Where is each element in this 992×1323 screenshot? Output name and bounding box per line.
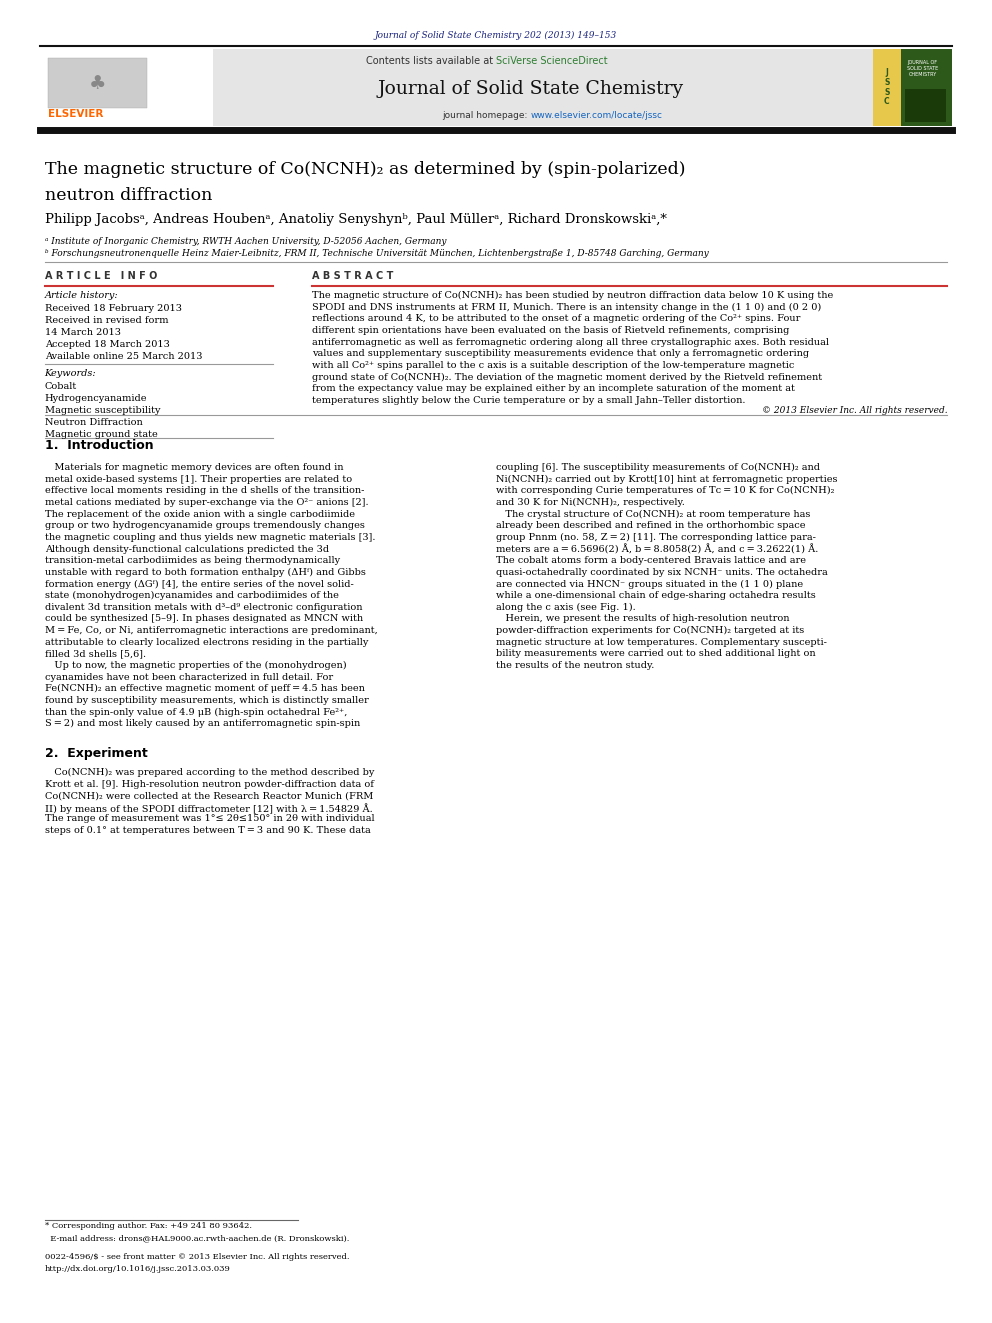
Text: * Corresponding author. Fax: +49 241 80 93642.: * Corresponding author. Fax: +49 241 80 … — [45, 1222, 252, 1230]
Text: metal oxide-based systems [1]. Their properties are related to: metal oxide-based systems [1]. Their pro… — [45, 475, 352, 484]
Text: with all Co²⁺ spins parallel to the c axis is a suitable description of the low-: with all Co²⁺ spins parallel to the c ax… — [312, 361, 795, 370]
Text: Contents lists available at: Contents lists available at — [366, 56, 496, 66]
Text: transition-metal carbodiimides as being thermodynamically: transition-metal carbodiimides as being … — [45, 556, 340, 565]
Bar — [40, 49, 952, 126]
Text: ELSEVIER: ELSEVIER — [48, 108, 103, 119]
Text: along the c axis (see Fig. 1).: along the c axis (see Fig. 1). — [496, 603, 636, 611]
Text: Philipp Jacobsᵃ, Andreas Houbenᵃ, Anatoliy Senyshynᵇ, Paul Müllerᵃ, Richard Dron: Philipp Jacobsᵃ, Andreas Houbenᵃ, Anatol… — [45, 213, 667, 226]
Text: ♣: ♣ — [88, 74, 106, 93]
Text: formation energy (ΔGᶠ) [4], the entire series of the novel solid-: formation energy (ΔGᶠ) [4], the entire s… — [45, 579, 353, 589]
Text: 1.  Introduction: 1. Introduction — [45, 439, 154, 452]
Text: meters are a = 6.5696(2) Å, b = 8.8058(2) Å, and c = 3.2622(1) Å.: meters are a = 6.5696(2) Å, b = 8.8058(2… — [496, 545, 818, 554]
Text: II) by means of the SPODI diffractometer [12] with λ = 1.54829 Å.: II) by means of the SPODI diffractometer… — [45, 803, 372, 814]
Text: Keywords:: Keywords: — [45, 369, 96, 378]
Text: group or two hydrogencyanamide groups tremendously changes: group or two hydrogencyanamide groups tr… — [45, 521, 364, 531]
Text: different spin orientations have been evaluated on the basis of Rietveld refinem: different spin orientations have been ev… — [312, 325, 790, 335]
Bar — [905, 89, 946, 122]
Text: The crystal structure of Co(NCNH)₂ at room temperature has: The crystal structure of Co(NCNH)₂ at ro… — [496, 509, 810, 519]
Text: Journal of Solid State Chemistry: Journal of Solid State Chemistry — [378, 79, 683, 98]
Text: Although density-functional calculations predicted the 3d: Although density-functional calculations… — [45, 545, 328, 553]
Bar — [873, 49, 901, 126]
Text: Co(NCNH)₂ was prepared according to the method described by: Co(NCNH)₂ was prepared according to the … — [45, 767, 374, 777]
Text: could be synthesized [5–9]. In phases designated as MNCN with: could be synthesized [5–9]. In phases de… — [45, 614, 363, 623]
Text: effective local moments residing in the d shells of the transition-: effective local moments residing in the … — [45, 487, 364, 495]
Text: 0022-4596/$ - see front matter © 2013 Elsevier Inc. All rights reserved.: 0022-4596/$ - see front matter © 2013 El… — [45, 1253, 349, 1261]
Text: JOURNAL OF
SOLID STATE
CHEMISTRY: JOURNAL OF SOLID STATE CHEMISTRY — [907, 61, 938, 77]
Text: SciVerse ScienceDirect: SciVerse ScienceDirect — [496, 56, 608, 66]
Text: are connected via HNCN⁻ groups situated in the (1 1 0) plane: are connected via HNCN⁻ groups situated … — [496, 579, 804, 589]
Bar — [873, 49, 952, 126]
Text: reflections around 4 K, to be attributed to the onset of a magnetic ordering of : reflections around 4 K, to be attributed… — [312, 315, 801, 323]
Text: cyanamides have not been characterized in full detail. For: cyanamides have not been characterized i… — [45, 672, 332, 681]
Text: E-mail address: drons@HAL9000.ac.rwth-aachen.de (R. Dronskowski).: E-mail address: drons@HAL9000.ac.rwth-aa… — [45, 1234, 349, 1242]
Text: magnetic structure at low temperatures. Complementary suscepti-: magnetic structure at low temperatures. … — [496, 638, 827, 647]
Text: http://dx.doi.org/10.1016/j.jssc.2013.03.039: http://dx.doi.org/10.1016/j.jssc.2013.03… — [45, 1265, 230, 1273]
Text: journal homepage:: journal homepage: — [442, 111, 531, 119]
Text: Magnetic susceptibility: Magnetic susceptibility — [45, 406, 160, 415]
Text: already been described and refined in the orthorhombic space: already been described and refined in th… — [496, 521, 806, 531]
Text: SPODI and DNS instruments at FRM II, Munich. There is an intensity change in the: SPODI and DNS instruments at FRM II, Mun… — [312, 303, 821, 312]
Text: Ni(NCNH)₂ carried out by Krott[10] hint at ferromagnetic properties: Ni(NCNH)₂ carried out by Krott[10] hint … — [496, 475, 837, 484]
Text: A R T I C L E   I N F O: A R T I C L E I N F O — [45, 271, 157, 282]
Text: neutron diffraction: neutron diffraction — [45, 187, 212, 204]
Text: coupling [6]. The susceptibility measurements of Co(NCNH)₂ and: coupling [6]. The susceptibility measure… — [496, 463, 820, 472]
Text: A B S T R A C T: A B S T R A C T — [312, 271, 394, 282]
Text: 2.  Experiment: 2. Experiment — [45, 746, 148, 759]
Text: than the spin-only value of 4.9 μB (high-spin octahedral Fe²⁺,: than the spin-only value of 4.9 μB (high… — [45, 708, 347, 717]
Text: www.elsevier.com/locate/jssc: www.elsevier.com/locate/jssc — [531, 111, 663, 119]
Text: the magnetic coupling and thus yields new magnetic materials [3].: the magnetic coupling and thus yields ne… — [45, 533, 375, 542]
Text: the results of the neutron study.: the results of the neutron study. — [496, 662, 655, 669]
Text: from the expectancy value may be explained either by an incomplete saturation of: from the expectancy value may be explain… — [312, 384, 796, 393]
Text: Up to now, the magnetic properties of the (monohydrogen): Up to now, the magnetic properties of th… — [45, 662, 346, 669]
Text: powder-diffraction experiments for Co(NCNH)₂ targeted at its: powder-diffraction experiments for Co(NC… — [496, 626, 805, 635]
Text: Article history:: Article history: — [45, 291, 118, 300]
Text: 14 March 2013: 14 March 2013 — [45, 328, 121, 337]
Text: metal cations mediated by super-exchange via the O²⁻ anions [2].: metal cations mediated by super-exchange… — [45, 497, 368, 507]
Text: M = Fe, Co, or Ni, antiferromagnetic interactions are predominant,: M = Fe, Co, or Ni, antiferromagnetic int… — [45, 626, 377, 635]
Text: bility measurements were carried out to shed additional light on: bility measurements were carried out to … — [496, 650, 815, 659]
Text: © 2013 Elsevier Inc. All rights reserved.: © 2013 Elsevier Inc. All rights reserved… — [762, 406, 947, 415]
Text: Herein, we present the results of high-resolution neutron: Herein, we present the results of high-r… — [496, 614, 790, 623]
Text: Received in revised form: Received in revised form — [45, 316, 168, 325]
Text: Cobalt: Cobalt — [45, 382, 77, 392]
Text: found by susceptibility measurements, which is distinctly smaller: found by susceptibility measurements, wh… — [45, 696, 368, 705]
Text: and 30 K for Ni(NCNH)₂, respectively.: and 30 K for Ni(NCNH)₂, respectively. — [496, 497, 684, 507]
Text: temperatures slightly below the Curie temperature or by a small Jahn–Teller dist: temperatures slightly below the Curie te… — [312, 396, 746, 405]
Text: Received 18 February 2013: Received 18 February 2013 — [45, 304, 182, 314]
Text: J
S
S
C: J S S C — [884, 69, 890, 106]
Text: Journal of Solid State Chemistry 202 (2013) 149–153: Journal of Solid State Chemistry 202 (20… — [375, 30, 617, 40]
Text: antiferromagnetic as well as ferromagnetic ordering along all three crystallogra: antiferromagnetic as well as ferromagnet… — [312, 337, 829, 347]
Bar — [48, 58, 147, 108]
Text: The magnetic structure of Co(NCNH)₂ has been studied by neutron diffraction data: The magnetic structure of Co(NCNH)₂ has … — [312, 291, 833, 300]
Text: Available online 25 March 2013: Available online 25 March 2013 — [45, 352, 202, 361]
Text: Magnetic ground state: Magnetic ground state — [45, 430, 158, 439]
Text: Co(NCNH)₂ were collected at the Research Reactor Munich (FRM: Co(NCNH)₂ were collected at the Research… — [45, 791, 373, 800]
Text: S = 2) and most likely caused by an antiferromagnetic spin-spin: S = 2) and most likely caused by an anti… — [45, 720, 360, 728]
Text: ᵃ Institute of Inorganic Chemistry, RWTH Aachen University, D-52056 Aachen, Germ: ᵃ Institute of Inorganic Chemistry, RWTH… — [45, 237, 446, 246]
Text: while a one-dimensional chain of edge-sharing octahedra results: while a one-dimensional chain of edge-sh… — [496, 591, 815, 601]
Text: steps of 0.1° at temperatures between T = 3 and 90 K. These data: steps of 0.1° at temperatures between T … — [45, 826, 370, 835]
Text: ground state of Co(NCNH)₂. The deviation of the magnetic moment derived by the R: ground state of Co(NCNH)₂. The deviation… — [312, 373, 822, 381]
Text: filled 3d shells [5,6].: filled 3d shells [5,6]. — [45, 650, 146, 659]
Text: values and supplementary susceptibility measurements evidence that only a ferrom: values and supplementary susceptibility … — [312, 349, 809, 359]
Bar — [40, 49, 213, 126]
Text: unstable with regard to both formation enthalpy (ΔHᶠ) and Gibbs: unstable with regard to both formation e… — [45, 568, 365, 577]
Text: ᵇ Forschungsneutronenquelle Heinz Maier-Leibnitz, FRM II, Technische Universität: ᵇ Forschungsneutronenquelle Heinz Maier-… — [45, 249, 708, 258]
Text: The cobalt atoms form a body-centered Bravais lattice and are: The cobalt atoms form a body-centered Br… — [496, 556, 806, 565]
Text: The range of measurement was 1°≤ 2θ≤150° in 2θ with individual: The range of measurement was 1°≤ 2θ≤150°… — [45, 815, 374, 823]
Text: Hydrogencyanamide: Hydrogencyanamide — [45, 394, 147, 404]
Text: with corresponding Curie temperatures of Tᴄ = 10 K for Co(NCNH)₂: with corresponding Curie temperatures of… — [496, 487, 834, 495]
Text: Accepted 18 March 2013: Accepted 18 March 2013 — [45, 340, 170, 349]
Text: divalent 3d transition metals with d³–d⁹ electronic configuration: divalent 3d transition metals with d³–d⁹… — [45, 603, 362, 611]
Text: quasi-octahedrally coordinated by six NCNH⁻ units. The octahedra: quasi-octahedrally coordinated by six NC… — [496, 568, 827, 577]
Text: Fe(NCNH)₂ an effective magnetic moment of μeff = 4.5 has been: Fe(NCNH)₂ an effective magnetic moment o… — [45, 684, 364, 693]
Text: group Pnnm (no. 58, Z = 2) [11]. The corresponding lattice para-: group Pnnm (no. 58, Z = 2) [11]. The cor… — [496, 533, 815, 542]
Text: Neutron Diffraction: Neutron Diffraction — [45, 418, 143, 427]
Text: The replacement of the oxide anion with a single carbodiimide: The replacement of the oxide anion with … — [45, 509, 355, 519]
Text: Krott et al. [9]. High-resolution neutron powder-diffraction data of: Krott et al. [9]. High-resolution neutro… — [45, 779, 374, 789]
Text: attributable to clearly localized electrons residing in the partially: attributable to clearly localized electr… — [45, 638, 368, 647]
Text: The magnetic structure of Co(NCNH)₂ as determined by (spin-polarized): The magnetic structure of Co(NCNH)₂ as d… — [45, 161, 685, 179]
Text: state (monohydrogen)cyanamides and carbodiimides of the: state (monohydrogen)cyanamides and carbo… — [45, 591, 338, 601]
Text: Materials for magnetic memory devices are often found in: Materials for magnetic memory devices ar… — [45, 463, 343, 472]
